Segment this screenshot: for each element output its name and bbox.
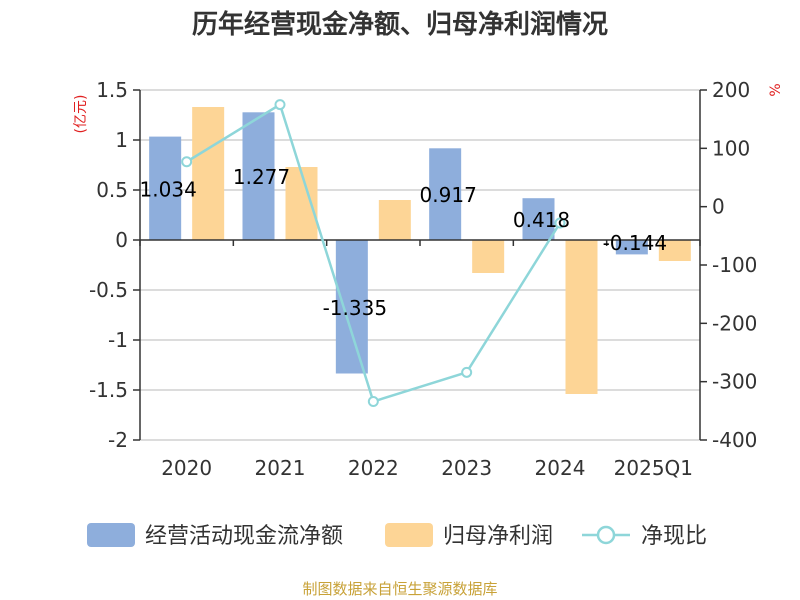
left-tick-label-7: -2 <box>108 428 128 452</box>
right-tick-label-2: 0 <box>712 195 725 219</box>
bar-net-profit-2022 <box>378 200 411 240</box>
right-tick-label-3: -100 <box>712 253 757 277</box>
bar-net-profit-2021 <box>285 167 318 240</box>
bar-net-profit-2023 <box>472 240 505 273</box>
left-tick-label-1: 1 <box>115 128 128 152</box>
right-tick-label-5: -300 <box>712 370 757 394</box>
left-tick-label-6: -1.5 <box>89 378 128 402</box>
data-label-2023: 0.917 <box>420 183 477 207</box>
left-tick-label-5: -1 <box>108 328 128 352</box>
bar-operating-cash-flow-2023 <box>429 148 462 240</box>
left-tick-label-4: -0.5 <box>89 278 128 302</box>
bar-net-profit-2024 <box>565 240 598 394</box>
data-label-2025Q1: -0.144 <box>603 231 667 255</box>
category-label-2020: 2020 <box>161 456 212 480</box>
bar-operating-cash-flow-2022 <box>335 240 368 374</box>
data-label-2022: -1.335 <box>323 296 387 320</box>
data-label-2021: 1.277 <box>233 165 290 189</box>
ratio-point-2020 <box>181 156 193 168</box>
chart-title: 历年经营现金净额、归母净利润情况 <box>192 9 608 40</box>
data-label-2020: 1.034 <box>140 177 197 201</box>
bar-operating-cash-flow-2021 <box>242 112 275 240</box>
right-tick-label-4: -200 <box>712 311 757 335</box>
right-tick-label-0: 200 <box>712 78 750 102</box>
bar-operating-cash-flow-2024 <box>522 198 555 240</box>
left-axis-unit: (亿元) <box>73 95 89 134</box>
right-tick-label-1: 100 <box>712 136 750 160</box>
ratio-point-2022 <box>367 396 379 407</box>
category-label-2021: 2021 <box>255 456 306 480</box>
axes-group: 1.5 1 0.5 0 -0.5 -1 -1.5 -2 200 100 0 -100 -200 -300 -… <box>89 78 757 480</box>
ratio-point-2024 <box>554 217 566 229</box>
bar-net-profit-2025Q1 <box>658 240 691 261</box>
legend-swatch-operating-cash-flow <box>87 523 135 547</box>
legend-swatch-ratio-marker <box>596 525 616 545</box>
category-label-2024: 2024 <box>535 456 586 480</box>
left-tick-label-3: 0 <box>115 228 128 252</box>
ratio-line-group <box>181 99 566 407</box>
bar-operating-cash-flow-2020 <box>149 136 182 240</box>
grid-lines <box>140 89 700 441</box>
legend-label-operating-cash-flow: 经营活动现金流净额 <box>145 524 343 549</box>
category-label-2023: 2023 <box>441 456 492 480</box>
right-axis-unit: % <box>768 83 784 96</box>
left-tick-label-0: 1.5 <box>96 78 128 102</box>
ratio-point-2021 <box>274 99 286 111</box>
bars-group <box>149 107 691 394</box>
legend-label-net-profit: 归母净利润 <box>443 524 553 549</box>
data-label-2024: 0.418 <box>513 208 570 232</box>
legend-swatch-net-profit <box>385 523 433 547</box>
source-note: 制图数据来自恒生聚源数据库 <box>302 580 497 598</box>
legend-label-ratio: 净现比 <box>641 524 707 549</box>
right-tick-label-6: -400 <box>712 428 757 452</box>
left-tick-label-2: 0.5 <box>96 178 128 202</box>
bar-net-profit-2020 <box>192 107 225 240</box>
data-labels-group: 1.034 1.277 -1.335 0.917 0.418 -0.144 <box>140 165 668 320</box>
category-label-2022: 2022 <box>348 456 399 480</box>
category-label-2025Q1: 2025Q1 <box>614 456 693 480</box>
legend: 经营活动现金流净额 归母净利润 净现比 <box>87 523 707 549</box>
ratio-point-2023 <box>461 366 473 378</box>
bar-operating-cash-flow-2025Q1 <box>615 240 648 255</box>
